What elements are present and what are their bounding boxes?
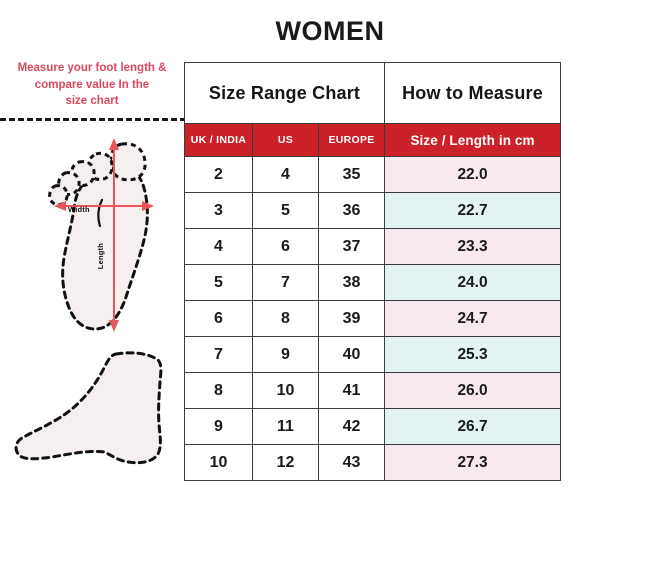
table-row: 9 11 42 26.7	[184, 408, 562, 445]
instruction-line-2: compare value In the	[34, 78, 150, 91]
page-title: WOMEN	[275, 16, 385, 46]
foot-side-outline-icon	[14, 351, 163, 465]
cell-us: 9	[252, 336, 319, 373]
width-arrow-head-right	[142, 201, 154, 211]
length-arrow-head-bottom	[109, 320, 119, 332]
cell-eu: 37	[317, 228, 386, 265]
column-header-europe: EUROPE	[317, 123, 386, 157]
cell-uk: 10	[184, 444, 253, 481]
cell-uk: 4	[184, 228, 253, 265]
cell-uk: 2	[184, 156, 253, 193]
table-body: 2 4 35 22.0 3 5 36 22.7 4 6 37 23.3 5 7 …	[184, 156, 562, 481]
table-row: 3 5 36 22.7	[184, 192, 562, 229]
cell-eu: 43	[317, 444, 386, 481]
cell-us: 8	[252, 300, 319, 337]
cell-uk: 6	[184, 300, 253, 337]
cell-cm: 26.7	[384, 408, 562, 445]
cell-eu: 42	[317, 408, 386, 445]
cell-eu: 41	[317, 372, 386, 409]
table-row: 8 10 41 26.0	[184, 372, 562, 409]
cell-cm: 26.0	[384, 372, 562, 409]
column-header-size-length-cm: Size / Length in cm	[384, 123, 562, 157]
cell-eu: 39	[317, 300, 386, 337]
length-arrow-head-top	[109, 138, 119, 150]
table-row: 7 9 40 25.3	[184, 336, 562, 373]
cell-us: 5	[252, 192, 319, 229]
cell-uk: 3	[184, 192, 253, 229]
cell-us: 10	[252, 372, 319, 409]
cell-eu: 36	[317, 192, 386, 229]
group-header-size-range-chart: Size Range Chart	[183, 62, 386, 124]
foot-side-diagram	[14, 351, 163, 465]
size-chart-table-wrapper: Size Range Chart How to Measure UK / IND…	[183, 62, 562, 481]
size-chart-table: Size Range Chart How to Measure UK / IND…	[183, 62, 562, 481]
table-row: 2 4 35 22.0	[184, 156, 562, 193]
instruction-line-3: size chart	[65, 95, 119, 108]
cell-us: 12	[252, 444, 319, 481]
cell-us: 11	[252, 408, 319, 445]
cell-cm: 27.3	[384, 444, 562, 481]
column-header-us: US	[252, 123, 319, 157]
cell-cm: 24.7	[384, 300, 562, 337]
cell-eu: 38	[317, 264, 386, 301]
foot-sole-diagram	[48, 138, 154, 332]
instruction-line-1: Measure your foot length &	[17, 62, 167, 74]
cell-uk: 5	[184, 264, 253, 301]
table-row: 6 8 39 24.7	[184, 300, 562, 337]
table-group-header-row: Size Range Chart How to Measure	[183, 62, 562, 124]
cell-uk: 7	[184, 336, 253, 373]
group-header-how-to-measure: How to Measure	[384, 62, 562, 124]
cell-cm: 25.3	[384, 336, 562, 373]
cell-eu: 40	[317, 336, 386, 373]
cell-uk: 8	[184, 372, 253, 409]
width-label: Width	[68, 205, 90, 214]
cell-cm: 24.0	[384, 264, 562, 301]
toe-5-icon	[48, 184, 69, 207]
cell-uk: 9	[184, 408, 253, 445]
arch-crease-icon	[97, 198, 104, 228]
cell-cm: 22.7	[384, 192, 562, 229]
column-header-uk-india: UK / INDIA	[184, 123, 253, 157]
dashed-divider	[0, 118, 186, 121]
cell-eu: 35	[317, 156, 386, 193]
measure-instruction: Measure your foot length & compare value…	[4, 60, 180, 110]
cell-cm: 23.3	[384, 228, 562, 265]
table-column-header-row: UK / INDIA US EUROPE Size / Length in cm	[184, 123, 562, 157]
length-label: Length	[96, 243, 105, 270]
cell-us: 6	[252, 228, 319, 265]
cell-us: 4	[252, 156, 319, 193]
table-row: 4 6 37 23.3	[184, 228, 562, 265]
table-row: 10 12 43 27.3	[184, 444, 562, 481]
cell-cm: 22.0	[384, 156, 562, 193]
width-arrow-head-left	[54, 201, 66, 211]
cell-us: 7	[252, 264, 319, 301]
table-row: 5 7 38 24.0	[184, 264, 562, 301]
